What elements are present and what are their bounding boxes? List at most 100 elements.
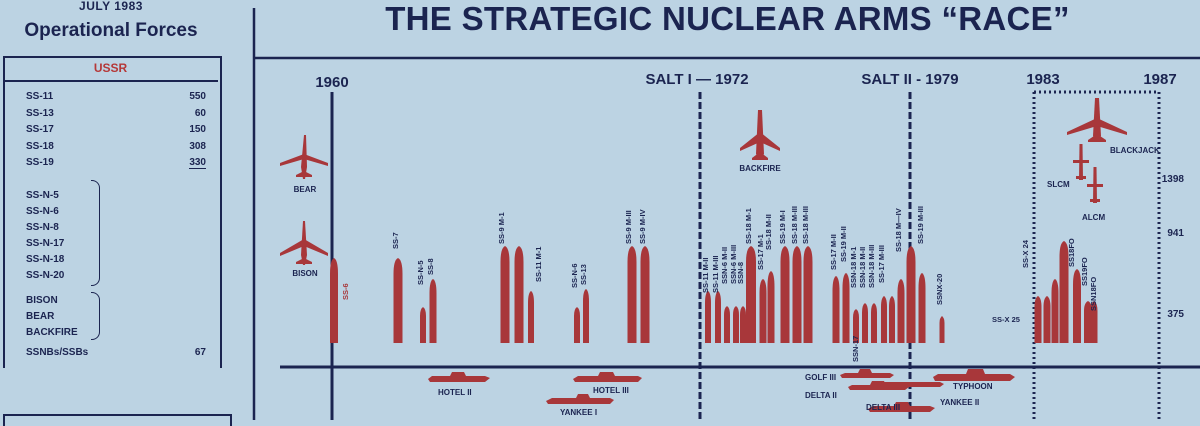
missile-bar [780,246,790,343]
submarine-yankee-ii [880,382,944,387]
missile-label: SS-9 M-1 [497,212,506,244]
sub-label-yankee-i: YANKEE I [560,408,597,417]
icbm-row: SS-17 150 [26,124,206,139]
submarine-delta-iii [868,402,935,412]
aircraft-icons [280,98,1127,265]
missile-label: SS-19 M-III [916,206,925,244]
icbm-name: SS-18 [26,141,54,152]
missile-label: SS-N-6 [570,263,579,288]
icbm-row: SS-13 60 [26,108,206,123]
missile-label: SS-X 24 [1021,239,1030,268]
missile-label: SS-19 M-I [778,210,787,244]
icbm-name: SS-13 [26,108,54,119]
aircraft-label-slcm: SLCM [1047,180,1070,189]
bomber-name: BACKFIRE [26,327,78,338]
submarine-hotel-ii [428,372,490,382]
sub-label-typhoon: TYPHOON [953,382,993,391]
marker-label-1972: SALT I — 1972 [645,71,748,88]
missile-label: SS-18 M-1 [744,208,753,244]
forces-table [3,56,222,368]
sub-label-delta-ii: DELTA II [805,391,837,400]
icbm-count: 550 [189,91,206,102]
icbm-name: SS-19 [26,157,54,168]
subs-row: SSNBs/SSBs 67 [26,347,206,362]
missile-bar [792,246,802,343]
aircraft-label-bison: BISON [292,269,318,278]
missile-bar [514,246,524,343]
missile-bar [740,306,746,343]
missile-label: SSN18FO [1089,277,1098,311]
missile-bar [640,246,650,343]
chart-title: THE STRATEGIC NUCLEAR ARMS “RACE” [385,0,1070,37]
bear-bomber-icon [280,135,328,179]
missile-label: SS-11 M-III [711,255,720,293]
sub-label-golf-iii: GOLF III [805,373,836,382]
sidebar-date: JULY 1983 [79,0,143,13]
missile-bar [862,303,868,343]
marker-label-1987: 1987 [1143,71,1176,88]
slbm-name: SS-N-5 [26,190,59,201]
aircraft-label-bear: BEAR [294,185,317,194]
missile-label: SS-17 M-1 [756,234,765,270]
missile-bar [1051,279,1059,343]
missile-label: SS-8 [426,258,435,275]
missile-label: SSN-8 [736,262,745,284]
backfire-bomber-icon [740,110,780,160]
bomber-row: BISON [26,295,206,310]
missile-label: SS18FO [1067,238,1076,267]
submarine-hotel-iii [573,372,642,382]
icbm-count: 60 [194,108,206,119]
missile-label: SSN-18 M-III [867,245,876,288]
missile-label: SS-17 M-II [829,234,838,270]
icbm-count: 150 [189,124,206,135]
missile-bar [1073,269,1081,343]
missile-label: SS-11 M-II [701,258,710,293]
blackjack-bomber-icon [1067,98,1127,142]
alcm-missile-icon [1087,167,1103,203]
missile-bar [746,246,756,343]
missile-label: SS19FO [1080,257,1089,286]
slbm-row: SS-N-17 [26,238,206,253]
missile-label: SS-9 M-III [624,210,633,244]
missile-bar [906,246,916,343]
missile-bar [939,316,945,343]
slbm-row: SS-N-8 [26,222,206,237]
missile-bar [918,273,926,343]
missile-bar [393,258,403,343]
sub-label-delta-iii: DELTA III [866,403,900,412]
slbm-name: SS-N-18 [26,254,65,265]
slbm-name: SS-N-8 [26,222,59,233]
missile-bar [897,279,905,343]
slbm-row: SS-N-5 [26,190,206,205]
missile-bar [627,246,637,343]
missile-bar [842,273,850,343]
missile-label: SSN-17 [851,336,860,362]
missile-bar [767,271,775,343]
missile-bar [803,246,813,343]
missile-label: SS-7 [391,232,400,249]
missile-label: SS-17 M-III [877,245,886,283]
missile-bar [871,303,877,343]
bomber-row: BEAR [26,311,206,326]
missile-bar [759,279,767,343]
slbm-row: SS-N-20 [26,270,206,285]
missile-bar [832,276,840,343]
submarine-delta-ii [848,381,909,390]
slbm-name: SS-N-17 [26,238,65,249]
icbm-count: 330 [189,157,206,169]
missile-bar [500,246,510,343]
submarine-silhouettes [428,369,1015,412]
missile-label: SS-X 25 [992,315,1020,324]
subs-name: SSNBs/SSBs [26,347,89,358]
missile-bar [583,289,589,343]
missile-bar [881,296,887,343]
icbm-row: SS-19 330 [26,157,206,172]
bomber-row: BACKFIRE [26,327,206,342]
submarine-golf-iii [840,369,894,378]
missile-bar [420,307,426,343]
missile-label: SS-18 M-III [801,206,810,244]
missile-bar [1084,301,1092,343]
bomber-name: BISON [26,295,58,306]
missile-label: SS-18 M-III [790,206,799,244]
